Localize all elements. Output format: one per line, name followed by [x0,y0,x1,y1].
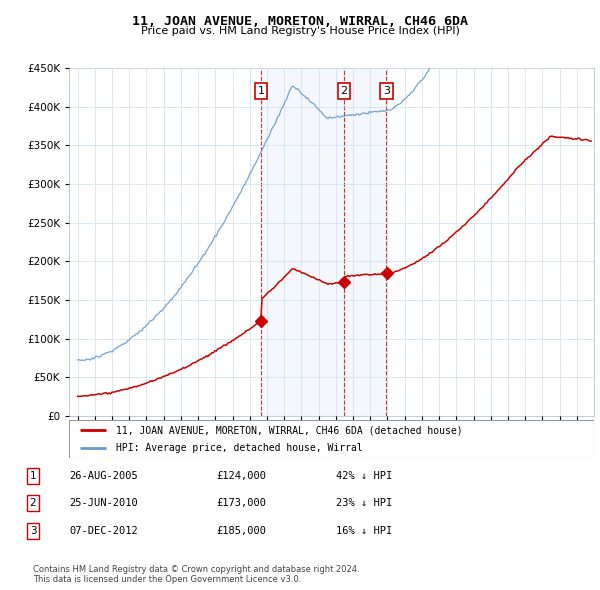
Bar [344,68,386,416]
Text: £185,000: £185,000 [216,526,266,536]
Text: HPI: Average price, detached house, Wirral: HPI: Average price, detached house, Wirr… [116,443,363,453]
Text: 2: 2 [29,499,37,508]
Text: 16% ↓ HPI: 16% ↓ HPI [336,526,392,536]
Text: 2: 2 [341,86,347,96]
FancyBboxPatch shape [69,420,594,458]
Text: 42% ↓ HPI: 42% ↓ HPI [336,471,392,481]
Text: 11, JOAN AVENUE, MORETON, WIRRAL, CH46 6DA (detached house): 11, JOAN AVENUE, MORETON, WIRRAL, CH46 6… [116,425,463,435]
Text: Contains HM Land Registry data © Crown copyright and database right 2024.
This d: Contains HM Land Registry data © Crown c… [33,565,359,584]
Bar [261,68,344,416]
Text: 3: 3 [383,86,390,96]
Text: Price paid vs. HM Land Registry's House Price Index (HPI): Price paid vs. HM Land Registry's House … [140,26,460,36]
Text: 1: 1 [257,86,265,96]
Text: 11, JOAN AVENUE, MORETON, WIRRAL, CH46 6DA: 11, JOAN AVENUE, MORETON, WIRRAL, CH46 6… [132,15,468,28]
Text: 1: 1 [29,471,37,481]
Text: 25-JUN-2010: 25-JUN-2010 [69,499,138,508]
Text: 26-AUG-2005: 26-AUG-2005 [69,471,138,481]
Text: 07-DEC-2012: 07-DEC-2012 [69,526,138,536]
Text: 3: 3 [29,526,37,536]
Text: £124,000: £124,000 [216,471,266,481]
Text: £173,000: £173,000 [216,499,266,508]
Text: 23% ↓ HPI: 23% ↓ HPI [336,499,392,508]
